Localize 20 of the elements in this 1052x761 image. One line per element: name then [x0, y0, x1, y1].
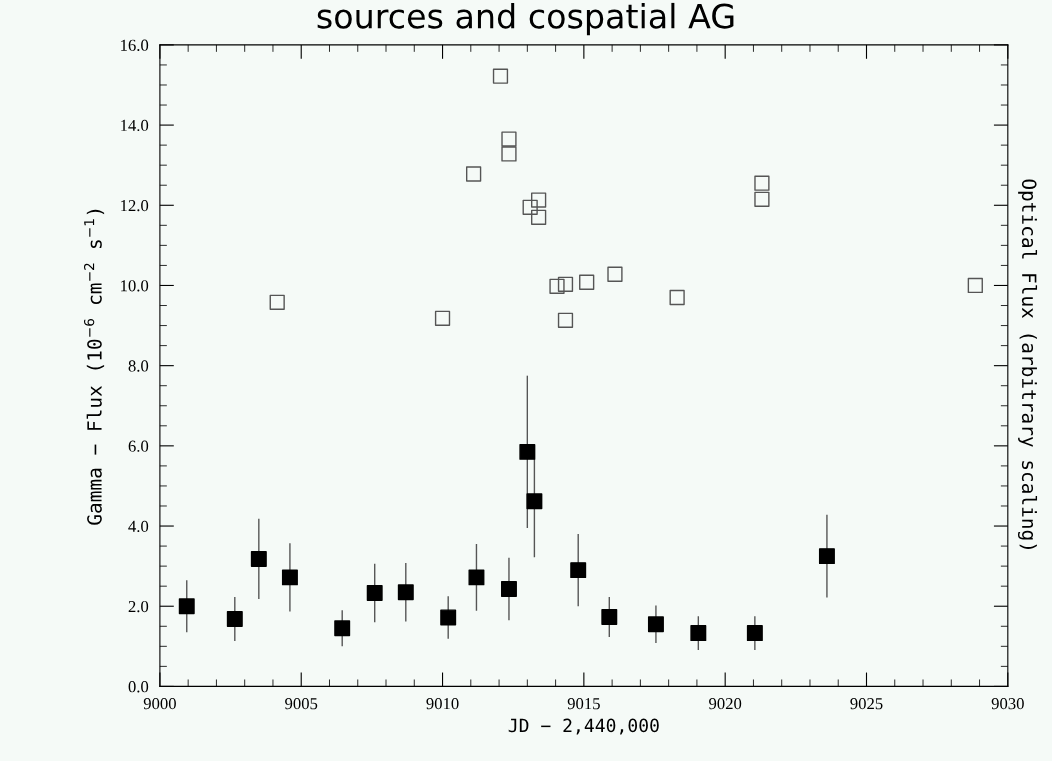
x-axis-title: JD − 2,440,000 — [508, 718, 659, 735]
y-tick-label: 4.0 — [128, 520, 149, 533]
y-tick-label: 16.0 — [121, 39, 149, 51]
y-axis-title: Gamma − Flux (10$^{−6}$ cm$^{−2}$ s$^{−1}$) — [84, 209, 105, 525]
x-tick-label: 9025 — [850, 698, 883, 710]
y-tick-label: 2.0 — [128, 600, 149, 613]
x-tick-label: 9010 — [426, 698, 459, 710]
x-tick-label: 9005 — [285, 698, 318, 710]
y-tick-label: 12.0 — [121, 199, 149, 212]
chart-title: sources and cospatial AG — [317, 2, 734, 36]
x-tick-label: 9000 — [143, 698, 176, 710]
y-tick-label: 6.0 — [128, 440, 149, 452]
y-tick-label: 0.0 — [128, 681, 149, 693]
y-tick-label: 14.0 — [121, 119, 149, 132]
y-tick-label: 8.0 — [128, 360, 149, 372]
x-tick-label: 9020 — [709, 698, 742, 710]
y-tick-label: 10.0 — [121, 280, 149, 292]
x-tick-label: 9015 — [567, 698, 600, 710]
x-tick-label: 9030 — [991, 698, 1024, 710]
y2-axis-title: Optical Flux (arbitrary scaling) — [1017, 179, 1038, 549]
